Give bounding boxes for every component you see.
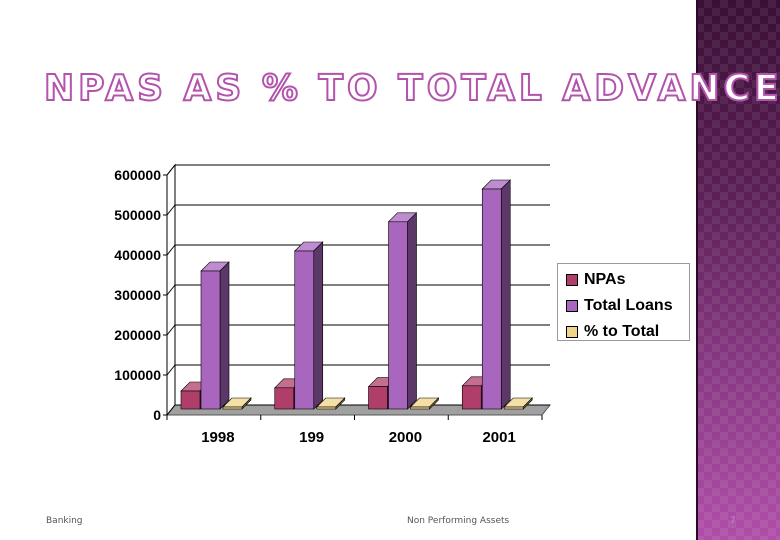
y-tick-label: 500000 <box>114 207 161 223</box>
x-category-label: 199 <box>299 429 324 446</box>
bar--to-total <box>316 406 337 410</box>
bar-npas <box>180 390 201 410</box>
slide-number: 7 <box>730 516 736 526</box>
legend-item-npas: NPAs <box>566 269 626 291</box>
bar--to-total <box>410 406 430 410</box>
bar--to-total <box>222 406 243 410</box>
y-tick-label: 600000 <box>114 167 161 183</box>
x-category-label: 1998 <box>201 429 234 446</box>
legend-label-total-loans: Total Loans <box>584 297 673 314</box>
gridline-side <box>166 164 176 176</box>
legend-item-total-loans: Total Loans <box>566 295 673 317</box>
decorative-side-band <box>696 0 780 540</box>
bar-total-loans <box>481 188 502 410</box>
legend-label-percent-to-total: % to Total <box>584 323 660 340</box>
bar-side-total-loans <box>500 179 511 410</box>
gridline-side <box>166 284 176 296</box>
gridline-side <box>166 324 176 336</box>
footer-left: Banking <box>46 516 83 526</box>
chart-legend: NPAs Total Loans % to Total <box>557 263 690 341</box>
gridline-side <box>166 244 176 256</box>
legend-swatch-npas <box>566 274 578 286</box>
y-tick-label: 400000 <box>114 247 161 263</box>
gridline-side <box>166 364 176 376</box>
gridline-side <box>166 204 176 216</box>
bar-npas <box>274 387 295 410</box>
bar--to-total <box>503 406 524 410</box>
y-tick-label: 300000 <box>114 287 161 303</box>
legend-label-npas: NPAs <box>584 271 626 288</box>
bar-npas <box>461 385 482 410</box>
bar-npas <box>368 386 388 410</box>
y-tick-label: 100000 <box>114 367 161 383</box>
bar-side-total-loans <box>313 241 324 410</box>
gridline-side <box>166 404 176 416</box>
legend-swatch-percent-to-total <box>566 326 578 338</box>
bar-side-total-loans <box>219 261 230 410</box>
bar-total-loans <box>388 221 408 410</box>
y-tick-label: 200000 <box>114 327 161 343</box>
bar-total-loans <box>200 270 221 410</box>
slide-title: NPAS AS % TO TOTAL ADVANCES <box>43 67 780 110</box>
legend-swatch-total-loans <box>566 300 578 312</box>
y-tick-label: 0 <box>153 407 161 423</box>
bar-total-loans <box>294 250 315 410</box>
x-category-label: 2001 <box>482 429 515 446</box>
x-category-label: 2000 <box>389 429 422 446</box>
footer-center: Non Performing Assets <box>407 516 510 526</box>
legend-item-percent-to-total: % to Total <box>566 321 660 340</box>
bar-side-total-loans <box>407 212 417 410</box>
